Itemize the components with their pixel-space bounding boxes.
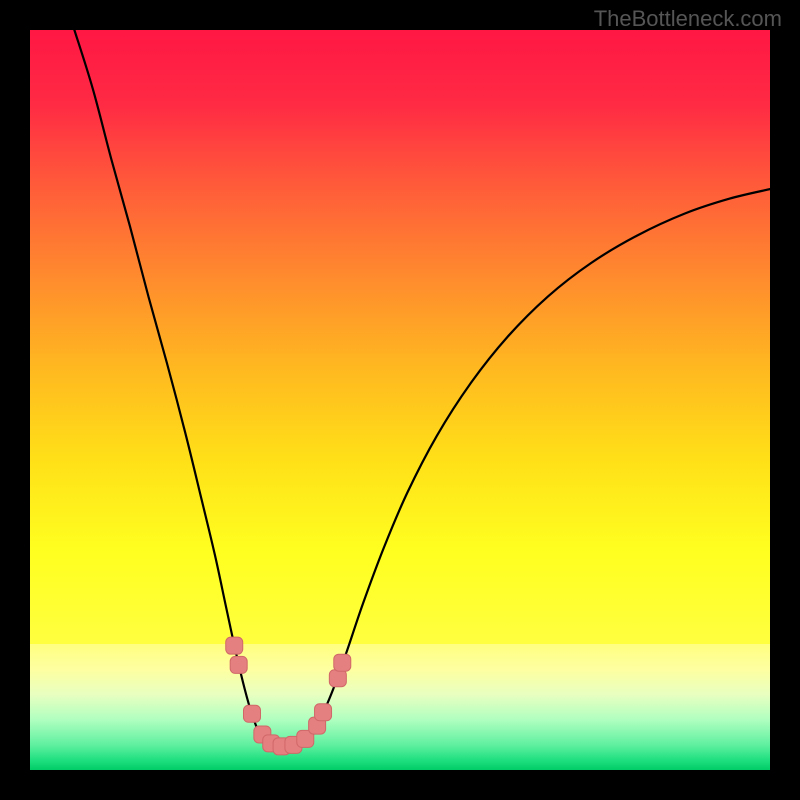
gradient-bottom <box>30 644 770 770</box>
plot-area <box>30 30 770 770</box>
watermark: TheBottleneck.com <box>594 6 782 32</box>
gradient-main <box>30 30 770 644</box>
